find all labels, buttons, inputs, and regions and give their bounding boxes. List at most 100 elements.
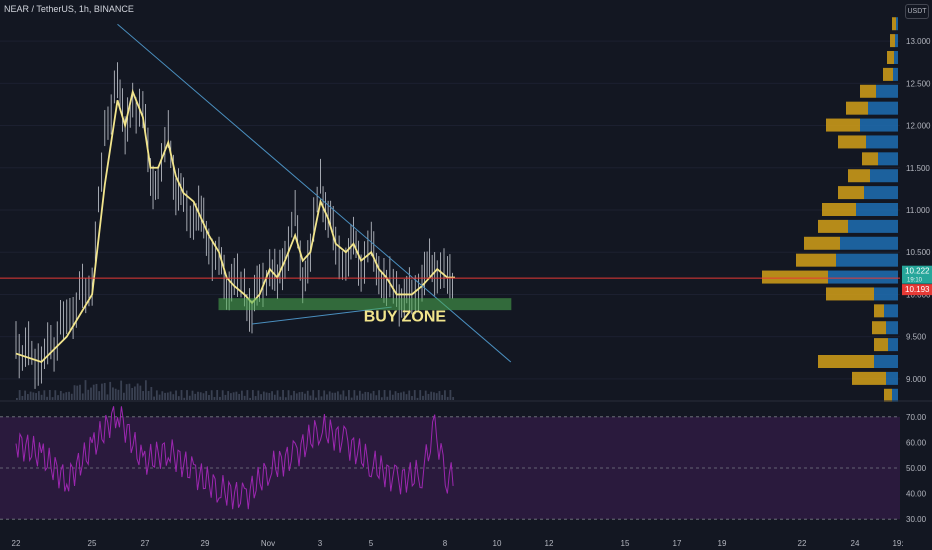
volume-profile-down-bar — [874, 355, 898, 368]
volume-bar — [87, 389, 90, 400]
volume-bar — [166, 392, 169, 400]
volume-bar — [293, 390, 295, 400]
volume-bar — [92, 384, 95, 400]
volume-bar — [438, 391, 441, 400]
price-line-badge — [902, 284, 932, 296]
volume-bar — [48, 390, 51, 400]
volume-bar — [164, 392, 166, 400]
volume-bar — [150, 387, 153, 400]
volume-profile-down-bar — [840, 236, 898, 250]
volume-profile-up-bar — [818, 219, 848, 233]
volume-bar — [147, 390, 150, 400]
volume-bar — [309, 395, 312, 400]
volume-bar — [389, 390, 391, 400]
volume-bar — [224, 394, 227, 400]
volume-bar — [243, 395, 246, 400]
price-tick-label: 10.500 — [906, 248, 931, 257]
volume-bar — [402, 391, 405, 400]
volume-bar — [183, 397, 186, 400]
time-tick-label: 22 — [12, 539, 21, 548]
volume-bar — [435, 393, 438, 400]
volume-bar — [408, 390, 411, 400]
volume-profile-up-bar — [862, 152, 878, 166]
volume-bar — [213, 397, 216, 400]
buy-zone-box — [218, 298, 512, 311]
volume-bar — [57, 395, 59, 400]
current-price-badge — [902, 265, 932, 284]
volume-bar — [16, 398, 18, 400]
volume-bar — [230, 393, 232, 400]
volume-bar — [306, 390, 309, 400]
volume-bar — [452, 397, 455, 400]
time-tick-label: 19 — [718, 539, 727, 548]
volume-bar — [227, 391, 230, 400]
volume-bar — [101, 383, 103, 400]
rsi-tick-label: 60.00 — [906, 438, 927, 447]
volume-profile-up-bar — [890, 34, 895, 48]
volume-bar — [331, 392, 334, 400]
volume-bar — [271, 391, 273, 400]
volume-bar — [378, 390, 380, 400]
volume-profile-up-bar — [846, 101, 868, 115]
volume-bar — [191, 390, 194, 400]
volume-bar — [411, 396, 413, 400]
volume-bar — [446, 396, 449, 400]
volume-bar — [205, 391, 208, 400]
volume-bar — [273, 394, 276, 400]
time-tick-label: 19: — [892, 539, 903, 548]
volume-profile-down-bar — [874, 287, 898, 301]
volume-profile-down-bar — [876, 84, 898, 98]
currency-badge[interactable]: USDT — [905, 4, 929, 19]
volume-bar — [21, 395, 24, 400]
volume-bar — [109, 381, 112, 400]
volume-profile-up-bar — [848, 169, 870, 183]
rsi-tick-label: 30.00 — [906, 515, 927, 524]
volume-bar — [65, 392, 68, 400]
volume-bar — [32, 392, 35, 400]
volume-bar — [391, 394, 394, 400]
price-tick-label: 9.000 — [906, 375, 927, 384]
volume-profile-up-bar — [822, 203, 856, 216]
time-tick-label: 5 — [369, 539, 374, 548]
moving-average-line — [15, 88, 455, 364]
volume-bar — [380, 397, 383, 400]
price-tick-label: 11.500 — [906, 164, 930, 173]
volume-bar — [133, 386, 136, 400]
volume-bar — [441, 394, 444, 400]
volume-bar — [26, 394, 29, 400]
volume-bar — [194, 393, 197, 400]
volume-bar — [405, 394, 408, 400]
volume-bar — [304, 393, 306, 400]
volume-bar — [73, 385, 76, 400]
volume-profile-down-bar — [894, 51, 898, 64]
volume-bar — [177, 396, 180, 400]
volume-bar — [383, 390, 386, 400]
volume-bar — [353, 390, 356, 400]
volume-bar — [186, 390, 188, 400]
volume-profile-up-bar — [883, 67, 893, 81]
time-tick-label: 17 — [673, 539, 682, 548]
volume-bar — [18, 390, 21, 400]
current-price-label: 10.222 — [905, 267, 930, 276]
time-tick-label: 8 — [443, 539, 448, 548]
volume-bar — [232, 392, 235, 400]
price-tick-label: 12.000 — [906, 122, 931, 131]
time-tick-label: Nov — [261, 539, 275, 548]
volume-profile-up-bar — [874, 338, 888, 352]
volume-profile-down-bar — [886, 371, 898, 385]
volume-bar — [361, 393, 364, 400]
volume-bar — [422, 395, 424, 400]
volume-profile-up-bar — [826, 287, 874, 301]
volume-bar — [337, 391, 339, 400]
volume-bar — [251, 390, 254, 400]
volume-bar — [347, 390, 350, 400]
volume-profile-down-bar — [884, 304, 898, 318]
volume-bar — [364, 391, 367, 400]
volume-bar — [249, 397, 252, 400]
volume-profile-up-bar — [826, 118, 860, 132]
volume-bar — [112, 387, 114, 400]
trendline — [117, 23, 512, 363]
volume-profile-down-bar — [893, 67, 898, 81]
volume-bar — [430, 391, 433, 400]
